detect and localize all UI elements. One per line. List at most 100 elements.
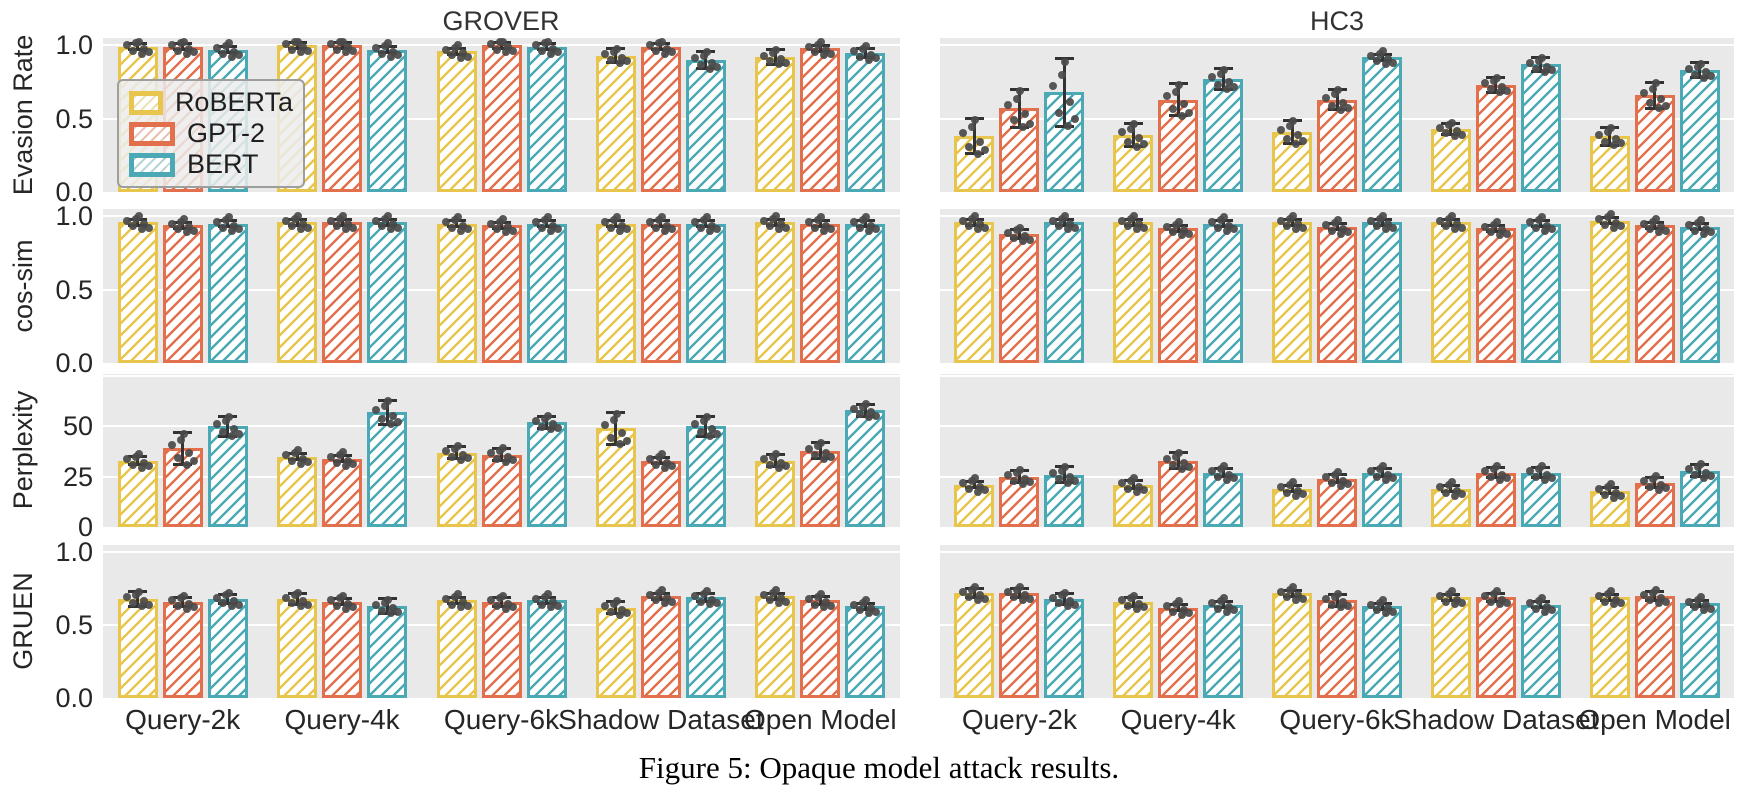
data-point — [1337, 229, 1345, 238]
data-point — [1294, 131, 1302, 140]
data-point — [1382, 609, 1390, 618]
data-point — [221, 216, 230, 225]
data-point — [1225, 602, 1234, 611]
y-tick-label: 50 — [62, 411, 93, 442]
data-point — [540, 592, 549, 601]
data-point — [1486, 228, 1495, 237]
data-point — [1502, 86, 1511, 95]
data-point — [1124, 602, 1133, 611]
error-bar-cap — [606, 225, 626, 229]
data-point — [1049, 469, 1058, 478]
data-point — [173, 47, 182, 55]
legend-label-gpt2: GPT-2 — [187, 118, 266, 148]
bar-gpt-2-query-4k — [322, 222, 363, 363]
x-tick-label-open-model: Open Model — [744, 704, 897, 735]
data-point — [221, 591, 230, 600]
data-point — [1294, 486, 1302, 495]
data-point — [297, 225, 306, 234]
data-point — [234, 430, 243, 439]
data-point — [1441, 597, 1450, 606]
data-point — [1337, 105, 1345, 114]
bar-bert-open-model — [1679, 226, 1720, 363]
data-point — [456, 54, 465, 63]
data-point — [189, 457, 198, 466]
data-point — [782, 223, 791, 232]
data-point — [224, 413, 233, 422]
data-point — [1540, 607, 1549, 616]
panel-title-hc3: HC3 — [1309, 6, 1365, 36]
data-point — [1133, 487, 1142, 496]
data-point — [501, 457, 510, 466]
data-point — [1435, 123, 1444, 132]
data-point — [1180, 100, 1189, 109]
data-point — [1480, 592, 1489, 601]
data-point — [1344, 103, 1352, 112]
bar-gpt-2-query-2k — [162, 225, 203, 363]
data-point — [981, 486, 990, 495]
data-point — [501, 228, 510, 237]
data-point — [1208, 73, 1217, 81]
data-point — [968, 214, 977, 223]
data-point — [1283, 134, 1291, 143]
data-point — [282, 451, 291, 460]
data-point — [1693, 595, 1702, 604]
data-point — [336, 214, 345, 223]
data-point — [387, 420, 396, 429]
data-point — [176, 436, 185, 445]
data-point — [1055, 108, 1064, 117]
data-point — [1600, 220, 1609, 229]
data-point — [981, 223, 990, 232]
data-point — [1292, 139, 1300, 148]
error-bar-cap — [1600, 598, 1620, 602]
data-point — [609, 600, 618, 609]
data-point — [1071, 115, 1080, 124]
error-bar — [614, 601, 618, 614]
data-point — [1283, 488, 1291, 497]
data-point — [447, 452, 456, 461]
data-point — [381, 214, 390, 223]
x-tick-label-shadow-dataset: Shadow Dataset — [1393, 704, 1599, 735]
data-point — [1609, 493, 1618, 502]
data-point — [381, 598, 390, 607]
bar-gpt-2-open-model — [800, 600, 841, 698]
data-point — [1609, 141, 1618, 150]
data-point — [1486, 472, 1495, 481]
data-point — [1169, 228, 1178, 237]
data-point — [662, 221, 671, 230]
bar-bert-query-6k — [1362, 472, 1402, 527]
error-bar — [340, 455, 344, 462]
bar-gpt-2-query-6k — [481, 454, 522, 527]
data-point — [1283, 222, 1291, 231]
data-point — [622, 609, 631, 618]
data-point — [867, 50, 876, 59]
data-point — [1019, 479, 1028, 488]
data-point — [1639, 590, 1648, 599]
data-point — [1225, 470, 1234, 479]
data-point — [458, 450, 467, 459]
data-point — [1337, 603, 1345, 612]
data-point — [495, 447, 504, 456]
data-point — [492, 225, 501, 234]
error-bar — [863, 220, 867, 227]
data-point — [865, 609, 874, 618]
bar-gpt-2-shadow-dataset — [640, 460, 681, 527]
data-point — [1135, 599, 1144, 608]
y-tick-label: 1.0 — [55, 201, 93, 232]
data-point — [760, 590, 769, 599]
data-point — [1656, 480, 1665, 489]
data-point — [486, 449, 495, 458]
error-bar — [136, 591, 140, 607]
data-point — [1277, 125, 1285, 134]
data-point — [447, 51, 456, 60]
data-point — [349, 46, 358, 55]
data-point — [1214, 223, 1223, 232]
data-point — [291, 591, 300, 600]
data-point — [173, 454, 182, 463]
data-point — [144, 223, 153, 232]
data-point — [1661, 597, 1670, 606]
legend-entry-roberta: RoBERTa — [129, 87, 293, 118]
data-point — [1495, 231, 1504, 240]
data-point — [1180, 226, 1189, 235]
data-point — [1435, 483, 1444, 492]
data-point — [184, 44, 193, 53]
